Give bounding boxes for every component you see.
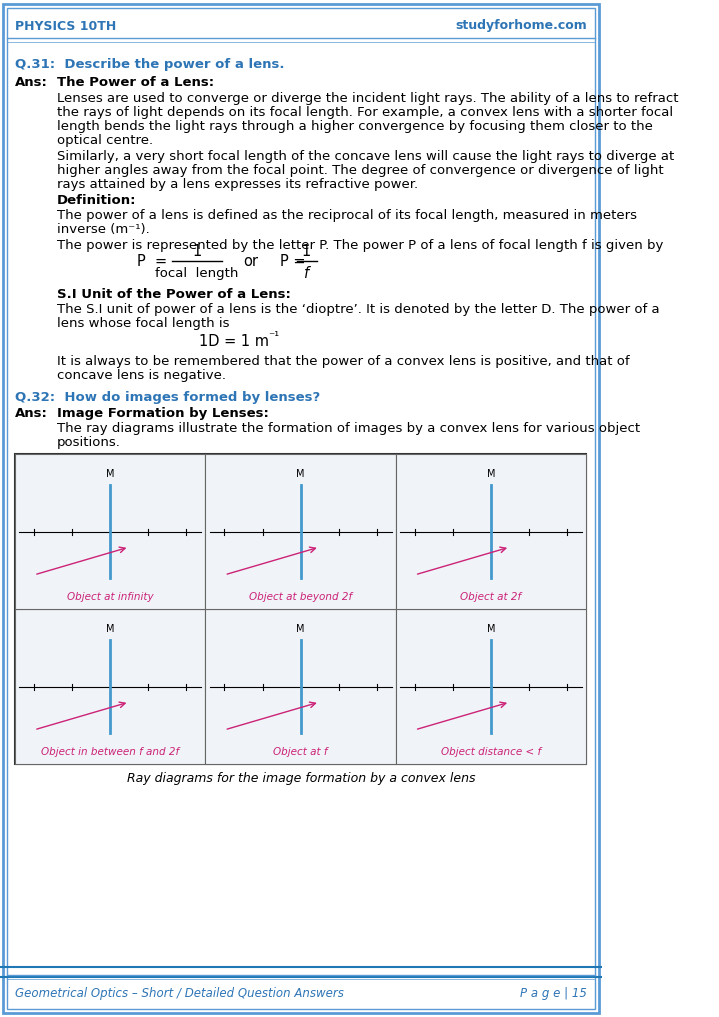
Text: The power of a lens is defined as the reciprocal of its focal length, measured i: The power of a lens is defined as the re… bbox=[57, 210, 637, 222]
Text: the rays of light depends on its focal length. For example, a convex lens with a: the rays of light depends on its focal l… bbox=[57, 106, 673, 119]
Text: higher angles away from the focal point. The degree of convergence or divergence: higher angles away from the focal point.… bbox=[57, 164, 664, 177]
Text: length bends the light rays through a higher convergence by focusing them closer: length bends the light rays through a hi… bbox=[57, 120, 653, 133]
Text: inverse (m⁻¹).: inverse (m⁻¹). bbox=[57, 223, 150, 236]
Bar bbox=[395, 454, 586, 609]
Text: rays attained by a lens expresses its refractive power.: rays attained by a lens expresses its re… bbox=[57, 178, 418, 191]
Text: 1: 1 bbox=[301, 243, 310, 258]
Text: optical centre.: optical centre. bbox=[57, 134, 153, 147]
Text: Object in between f and 2f: Object in between f and 2f bbox=[41, 746, 179, 757]
Text: P  =: P = bbox=[137, 253, 168, 268]
Text: M: M bbox=[106, 624, 114, 635]
Text: Object distance < f: Object distance < f bbox=[441, 746, 541, 757]
Text: Q.32:  How do images formed by lenses?: Q.32: How do images formed by lenses? bbox=[15, 391, 321, 404]
Text: concave lens is negative.: concave lens is negative. bbox=[57, 369, 226, 382]
Text: S.I Unit of the Power of a Lens:: S.I Unit of the Power of a Lens: bbox=[57, 288, 290, 301]
Bar bbox=[206, 454, 395, 609]
Bar bbox=[15, 454, 206, 609]
Text: PHYSICS 10TH: PHYSICS 10TH bbox=[15, 19, 116, 33]
Text: Ans:: Ans: bbox=[15, 76, 48, 89]
Text: P a g e | 15: P a g e | 15 bbox=[520, 986, 587, 1000]
Bar bbox=[15, 609, 206, 764]
Text: ⁻¹: ⁻¹ bbox=[268, 331, 279, 344]
Text: Geometrical Optics – Short / Detailed Question Answers: Geometrical Optics – Short / Detailed Qu… bbox=[15, 986, 344, 1000]
Text: The power is represented by the letter P. The power P of a lens of focal length : The power is represented by the letter P… bbox=[57, 239, 664, 252]
Text: The S.I unit of power of a lens is the ‘dioptre’. It is denoted by the letter D.: The S.I unit of power of a lens is the ‘… bbox=[57, 303, 659, 316]
Text: positions.: positions. bbox=[57, 436, 121, 448]
Text: lens whose focal length is: lens whose focal length is bbox=[57, 317, 229, 330]
Bar bbox=[15, 454, 586, 764]
Text: The ray diagrams illustrate the formation of images by a convex lens for various: The ray diagrams illustrate the formatio… bbox=[57, 422, 640, 435]
Text: The Power of a Lens:: The Power of a Lens: bbox=[57, 76, 214, 89]
Bar bbox=[395, 609, 586, 764]
Text: M: M bbox=[487, 469, 495, 479]
Text: Lenses are used to converge or diverge the incident light rays. The ability of a: Lenses are used to converge or diverge t… bbox=[57, 92, 679, 105]
Text: studyforhome.com: studyforhome.com bbox=[455, 19, 587, 33]
Text: P =: P = bbox=[280, 253, 306, 268]
Text: 1D = 1 m: 1D = 1 m bbox=[199, 334, 270, 349]
Text: or: or bbox=[244, 253, 259, 268]
Text: Definition:: Definition: bbox=[57, 194, 137, 207]
Text: Ray diagrams for the image formation by a convex lens: Ray diagrams for the image formation by … bbox=[127, 772, 476, 785]
Text: M: M bbox=[296, 469, 305, 479]
Text: Image Formation by Lenses:: Image Formation by Lenses: bbox=[57, 407, 269, 420]
Text: Object at beyond 2f: Object at beyond 2f bbox=[249, 592, 352, 602]
Text: Similarly, a very short focal length of the concave lens will cause the light ra: Similarly, a very short focal length of … bbox=[57, 149, 674, 163]
Text: M: M bbox=[106, 469, 114, 479]
Text: Object at infinity: Object at infinity bbox=[67, 592, 154, 602]
Text: Q.31:  Describe the power of a lens.: Q.31: Describe the power of a lens. bbox=[15, 58, 285, 71]
Text: Ans:: Ans: bbox=[15, 407, 48, 420]
Bar bbox=[206, 609, 395, 764]
Text: f: f bbox=[304, 265, 309, 281]
Text: It is always to be remembered that the power of a convex lens is positive, and t: It is always to be remembered that the p… bbox=[57, 355, 630, 368]
Text: M: M bbox=[487, 624, 495, 635]
Text: M: M bbox=[296, 624, 305, 635]
Text: Object at f: Object at f bbox=[273, 746, 328, 757]
Text: 1: 1 bbox=[192, 243, 201, 258]
Text: Object at 2f: Object at 2f bbox=[460, 592, 521, 602]
Text: focal  length: focal length bbox=[155, 266, 239, 280]
